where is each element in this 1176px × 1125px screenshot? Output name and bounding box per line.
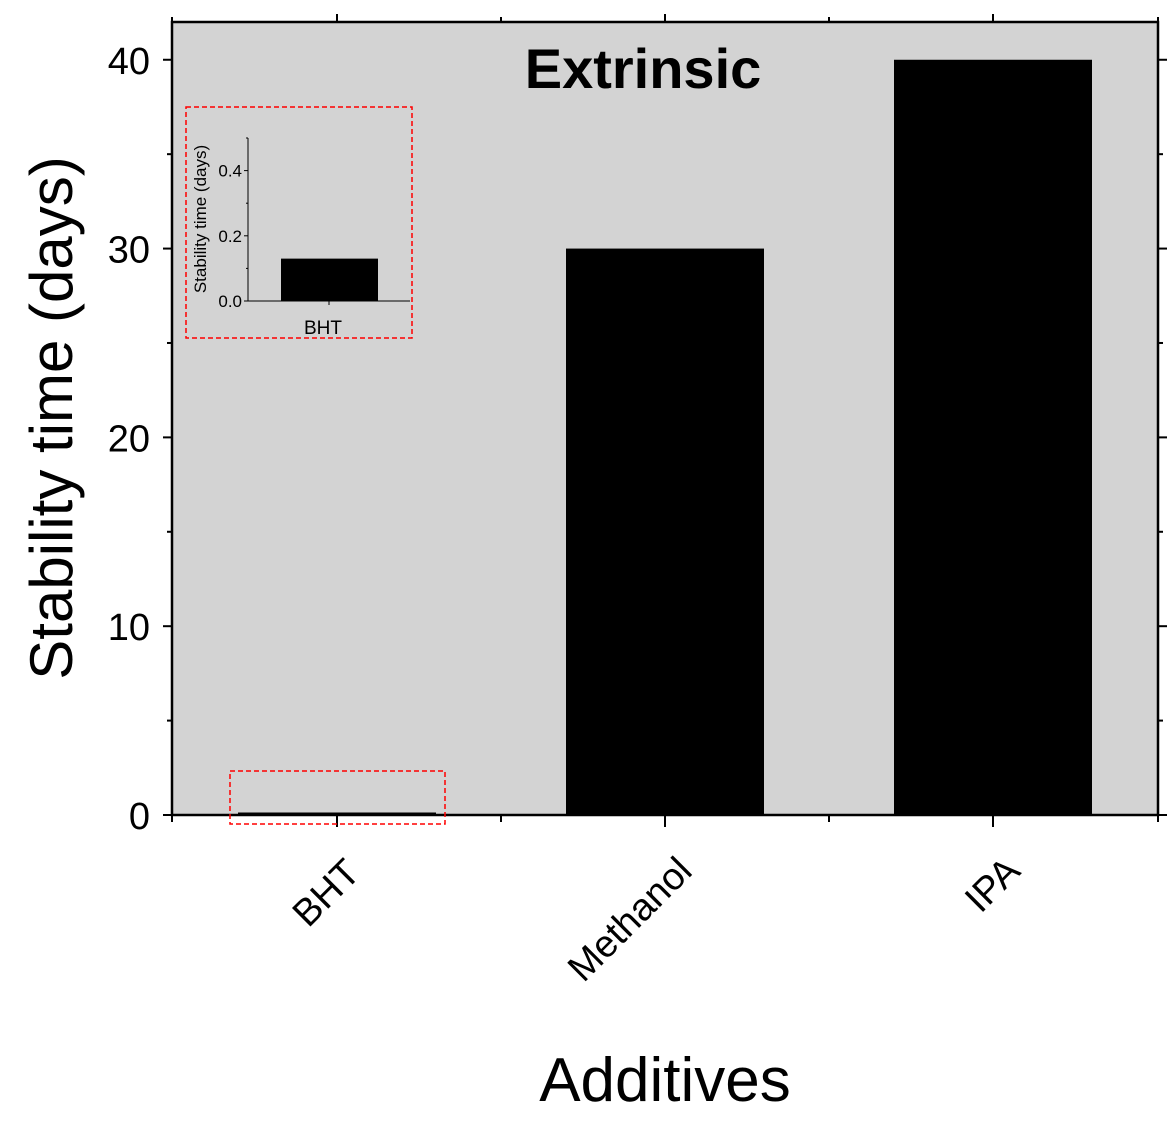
inset-bar-bht — [281, 258, 378, 301]
inset-chart: 0.0 0.2 0.4 BHT Stability time (days) — [191, 137, 410, 339]
inset-axis-ticks: 0.0 0.2 0.4 BHT — [218, 137, 342, 339]
x-tick-label-methanol: Methanol — [560, 850, 700, 990]
y-tick-label: 20 — [108, 418, 150, 460]
x-tick-label-ipa: IPA — [957, 849, 1028, 920]
inset-y-tick-label: 0.0 — [218, 292, 242, 311]
y-tick-label: 10 — [108, 607, 150, 649]
inset-y-tick-label: 0.2 — [218, 227, 242, 246]
inset-x-tick-label: BHT — [304, 318, 342, 339]
bht-highlight-box — [229, 770, 446, 825]
main-bars — [238, 59, 1092, 816]
bar-ipa — [894, 59, 1092, 816]
bar-methanol — [566, 248, 764, 816]
inset-bars — [281, 258, 378, 301]
inset-highlight-box — [185, 106, 413, 339]
y-tick-label: 40 — [108, 41, 150, 83]
y-tick-label: 30 — [108, 230, 150, 272]
x-axis-title: Additives — [539, 1046, 791, 1115]
y-tick-label: 0 — [129, 796, 150, 838]
chart-title: Extrinsic — [525, 37, 762, 100]
x-tick-label-bht: BHT — [285, 852, 368, 935]
highlight-boxes — [185, 106, 446, 825]
y-axis-title: Stability time (days) — [18, 156, 85, 679]
inset-y-tick-label: 0.4 — [218, 162, 242, 181]
inset-y-axis-title: Stability time (days) — [191, 145, 210, 293]
